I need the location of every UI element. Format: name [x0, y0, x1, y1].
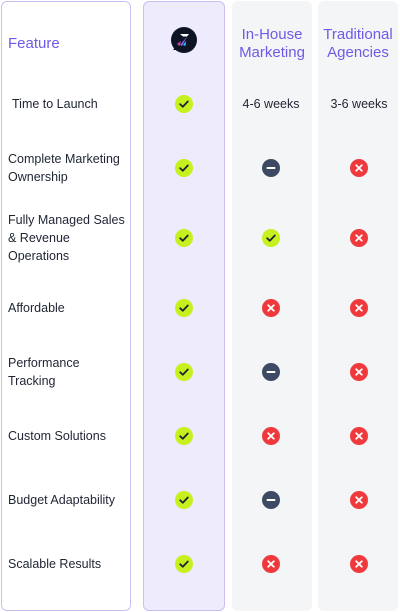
brand-cell	[175, 427, 193, 445]
row-label: Custom Solutions	[8, 429, 106, 443]
brand-cell	[175, 229, 193, 247]
agency-cell	[350, 299, 368, 317]
feature-column	[1, 1, 131, 611]
inhouse-cell	[262, 427, 280, 445]
cross-icon	[350, 299, 368, 317]
inhouse-cell	[262, 363, 280, 381]
row-label: Scalable Results	[8, 557, 102, 571]
agency-cell	[350, 555, 368, 573]
cross-icon	[350, 363, 368, 381]
agency-cell: 3-6 weeks	[331, 97, 388, 111]
brand-cell	[175, 555, 193, 573]
agency-cell	[350, 427, 368, 445]
cross-icon	[350, 555, 368, 573]
check-icon	[175, 229, 193, 247]
agency-cell	[350, 229, 368, 247]
agency-cell	[350, 363, 368, 381]
inhouse-cell	[262, 229, 280, 247]
dash-icon	[262, 491, 280, 509]
cross-icon	[262, 299, 280, 317]
dash-icon	[262, 159, 280, 177]
check-icon	[175, 299, 193, 317]
check-icon	[175, 363, 193, 381]
check-icon	[175, 427, 193, 445]
inhouse-cell	[262, 159, 280, 177]
feature-header: Feature	[8, 35, 60, 52]
check-icon	[175, 95, 193, 113]
inhouse-header: In-House Marketing	[239, 26, 305, 61]
cross-icon	[262, 427, 280, 445]
inhouse-cell	[262, 555, 280, 573]
brand-cell	[175, 299, 193, 317]
cross-icon	[262, 555, 280, 573]
row-label: Budget Adaptability	[8, 493, 116, 507]
check-icon	[262, 229, 280, 247]
cross-icon	[350, 427, 368, 445]
row-label: Complete Marketing Ownership	[8, 152, 120, 184]
agency-cell	[350, 491, 368, 509]
agency-header: Traditional Agencies	[323, 26, 393, 61]
agency-cell	[350, 159, 368, 177]
cross-icon	[350, 229, 368, 247]
brand-cell	[175, 159, 193, 177]
dash-icon	[262, 363, 280, 381]
brand-cell	[175, 491, 193, 509]
cross-icon	[350, 159, 368, 177]
brand-cell	[175, 363, 193, 381]
check-icon	[175, 555, 193, 573]
agency-value: 3-6 weeks	[330, 97, 388, 111]
row-label: Fully Managed Sales & Revenue Operations	[8, 213, 125, 263]
brand-logo-icon	[171, 27, 197, 53]
inhouse-cell: 4-6 weeks	[243, 97, 300, 111]
brand-cell	[175, 95, 193, 113]
inhouse-value: 4-6 weeks	[242, 97, 300, 111]
inhouse-cell	[262, 299, 280, 317]
cross-icon	[350, 491, 368, 509]
row-label: Affordable	[8, 301, 65, 315]
inhouse-cell	[262, 491, 280, 509]
check-icon	[175, 159, 193, 177]
check-icon	[175, 491, 193, 509]
row-label: Time to Launch	[12, 97, 98, 111]
row-label: Performance Tracking	[8, 356, 80, 388]
